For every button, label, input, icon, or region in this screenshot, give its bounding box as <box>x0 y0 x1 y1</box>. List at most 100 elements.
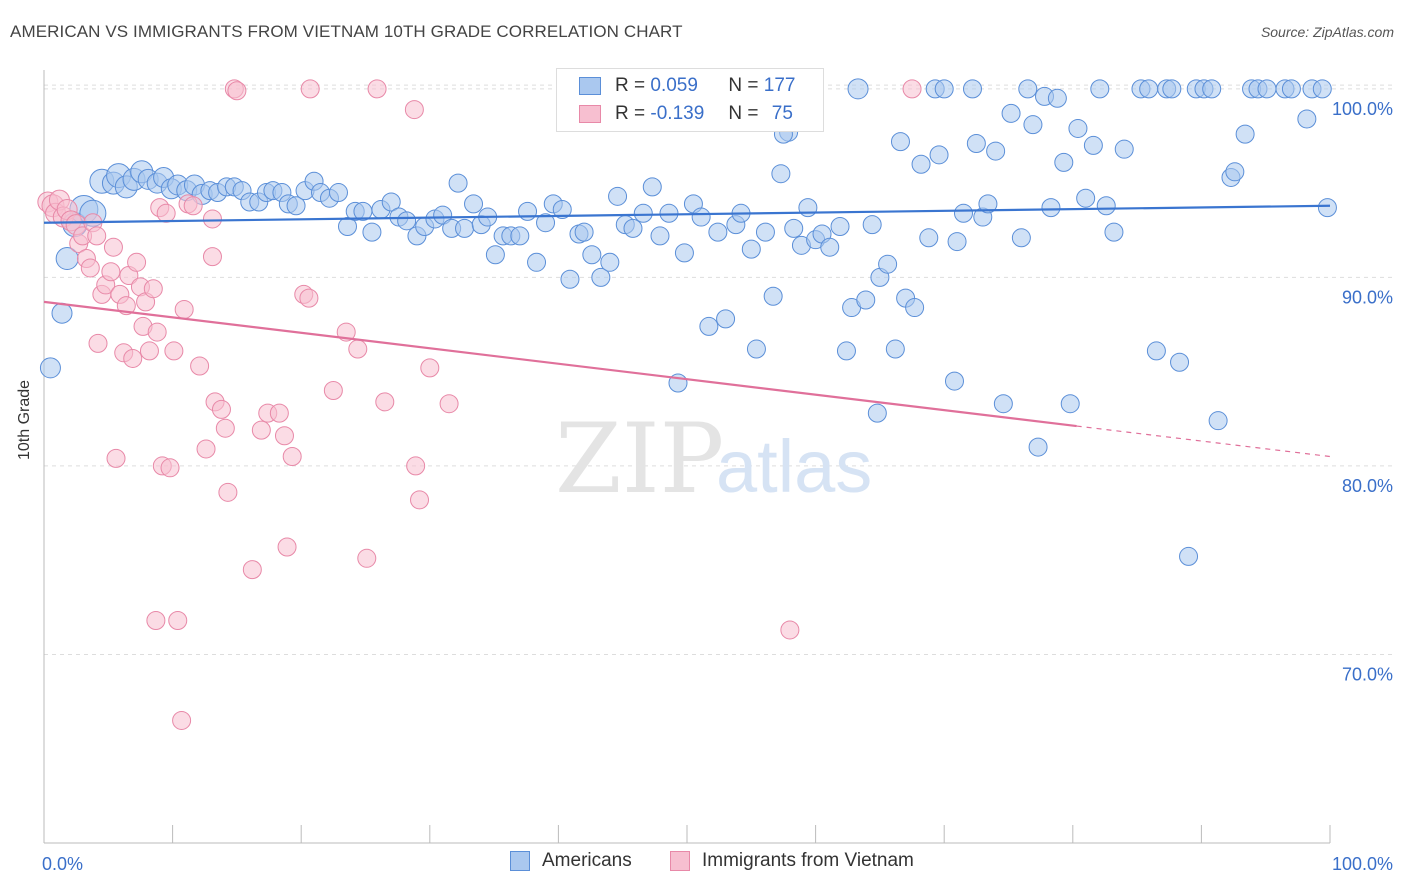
legend-r-label: R = <box>615 75 646 96</box>
series-label-americans: Americans <box>542 850 632 871</box>
point-americans <box>878 254 898 274</box>
watermark: ZIP atlas <box>555 403 872 515</box>
point-americans <box>962 79 982 99</box>
point-americans <box>953 203 973 223</box>
point-americans <box>929 145 949 165</box>
point-americans <box>1090 79 1110 99</box>
point-americans <box>560 269 580 289</box>
point-americans <box>771 164 791 184</box>
point-americans <box>1023 115 1043 135</box>
point-vietnam <box>174 299 194 319</box>
point-americans <box>993 394 1013 414</box>
legend-row-vietnam: R = -0.139 N = 75 <box>579 102 793 126</box>
point-americans <box>552 200 572 220</box>
point-vietnam <box>242 560 262 580</box>
point-americans <box>944 371 964 391</box>
point-americans <box>623 218 643 238</box>
point-vietnam <box>367 79 387 99</box>
legend-r-value: 0.059 <box>650 75 698 96</box>
point-americans <box>39 357 61 379</box>
stats-legend: R = 0.059 N = 177 R = -0.139 N = 75 <box>556 68 824 132</box>
trend-line-vietnam <box>43 300 1077 428</box>
legend-swatch-americans <box>579 77 601 95</box>
point-vietnam <box>139 341 159 361</box>
point-americans <box>755 222 775 242</box>
source-label: Source: ZipAtlas.com <box>1260 24 1394 40</box>
series-label-vietnam: Immigrants from Vietnam <box>702 850 914 871</box>
point-americans <box>1096 196 1116 216</box>
point-americans <box>397 211 417 231</box>
point-vietnam <box>218 482 238 502</box>
point-americans <box>820 237 840 257</box>
point-vietnam <box>202 209 222 229</box>
point-vietnam <box>87 226 107 246</box>
point-americans <box>674 243 694 263</box>
legend-n-label: N = <box>728 75 759 96</box>
point-americans <box>337 216 357 236</box>
point-americans <box>986 141 1006 161</box>
point-americans <box>1076 188 1096 208</box>
point-americans <box>947 232 967 252</box>
series-legend-vietnam[interactable]: Immigrants from Vietnam <box>670 850 914 872</box>
point-americans <box>691 207 711 227</box>
trend-lines <box>43 204 1331 458</box>
series-legend-americans[interactable]: Americans <box>510 850 632 872</box>
point-americans <box>1011 228 1031 248</box>
y-tick-label: 90.0% <box>1342 287 1393 307</box>
data-points <box>37 78 1337 730</box>
y-tick-label: 100.0% <box>1332 99 1393 119</box>
point-americans <box>741 239 761 259</box>
point-americans <box>455 218 475 238</box>
point-vietnam <box>172 710 192 730</box>
point-americans <box>650 226 670 246</box>
point-americans <box>1104 222 1124 242</box>
point-americans <box>328 183 348 203</box>
point-americans <box>862 215 882 235</box>
point-vietnam <box>404 100 424 120</box>
point-vietnam <box>147 322 167 342</box>
point-vietnam <box>300 79 320 99</box>
point-americans <box>966 134 986 154</box>
point-americans <box>1114 139 1134 159</box>
point-americans <box>464 194 484 214</box>
point-americans <box>1317 198 1337 218</box>
point-americans <box>1312 79 1332 99</box>
point-vietnam <box>410 490 430 510</box>
chart-title: AMERICAN VS IMMIGRANTS FROM VIETNAM 10TH… <box>10 22 683 41</box>
point-vietnam <box>80 258 100 278</box>
point-americans <box>485 245 505 265</box>
point-americans <box>591 267 611 287</box>
point-americans <box>642 177 662 197</box>
point-americans <box>286 196 306 216</box>
point-vietnam <box>127 252 147 272</box>
point-vietnam <box>282 447 302 466</box>
watermark-atlas: atlas <box>716 425 872 508</box>
point-vietnam <box>299 288 319 308</box>
point-americans <box>600 252 620 272</box>
watermark-zip: ZIP <box>555 403 724 515</box>
point-americans <box>699 316 719 336</box>
point-vietnam <box>106 448 126 468</box>
point-americans <box>1054 152 1074 172</box>
point-americans <box>867 403 887 423</box>
point-americans <box>905 298 925 318</box>
point-americans <box>1068 118 1088 138</box>
point-americans <box>1083 135 1103 155</box>
point-americans <box>1041 198 1061 218</box>
legend-r-value: -0.139 <box>650 103 705 124</box>
point-americans <box>1297 109 1317 129</box>
point-americans <box>527 252 547 272</box>
point-vietnam <box>211 399 231 419</box>
point-vietnam <box>196 439 216 459</box>
y-tick-label: 70.0% <box>1342 664 1393 684</box>
point-vietnam <box>375 392 395 412</box>
point-americans <box>1162 79 1182 99</box>
point-americans <box>448 173 468 193</box>
tick-labels: 100.0% 90.0% 80.0% 70.0% 0.0% 100.0% <box>42 99 1393 874</box>
point-americans <box>919 228 939 248</box>
x-tick-label: 100.0% <box>1332 854 1393 874</box>
point-vietnam <box>227 81 247 101</box>
point-americans <box>1257 79 1277 99</box>
y-tick-label: 80.0% <box>1342 476 1393 496</box>
